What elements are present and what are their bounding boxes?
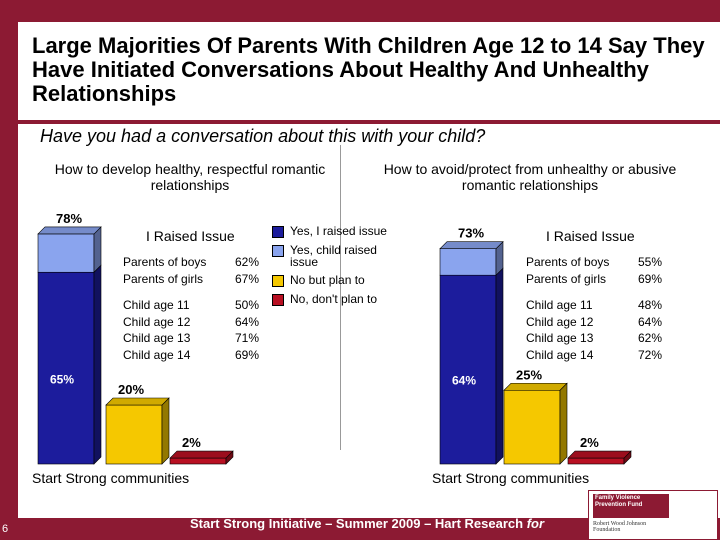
breakdown-value: 64% [235,314,260,329]
breakdown-row: Child age 12 64% [123,314,259,331]
breakdown-row: Child age 13 71% [123,330,259,347]
bar-top [169,450,234,459]
survey-question: Have you had a conversation about this w… [40,126,486,146]
legend-label: Yes, child raised issue [290,243,377,269]
footer-for: for [526,516,545,531]
legend-swatch [272,275,284,287]
sponsor-logo: Family Violence Prevention Fund Robert W… [588,490,718,540]
breakdown-label: Parents of boys [526,255,610,269]
breakdown-row: Child age 11 48% [526,297,662,314]
breakdown-value: 64% [638,314,663,329]
breakdown-value: 72% [638,347,663,362]
footer-source: Start Strong Initiative – Summer 2009 – … [190,516,524,531]
breakdown-row: Child age 12 64% [526,314,662,331]
breakdown-row: Child age 11 50% [123,297,259,314]
breakdown-label: Parents of boys [123,255,207,269]
bar-top [503,382,568,391]
bar-side [93,264,102,465]
breakdown-gap [526,287,662,297]
breakdown-label: Child age 13 [123,331,191,345]
breakdown-gap [123,287,259,297]
breakdown-value: 71% [235,331,260,345]
bar-total-label: 78% [56,211,82,226]
breakdown-value: 55% [638,255,663,269]
bar-segment [37,233,95,273]
breakdown-row: Child age 13 62% [526,330,662,347]
breakdown-label: Child age 11 [526,298,593,312]
bar-segment [105,404,163,465]
breakdown-value: 62% [235,255,260,269]
footer-text: Start Strong Initiative – Summer 2009 – … [190,516,544,531]
bar-top [439,241,504,249]
breakdown-row: Parents of girls 69% [526,271,662,288]
logo-bottom-text: Robert Wood Johnson Foundation [593,521,647,533]
breakdown-value: 69% [235,347,260,362]
breakdown-label: Child age 12 [123,314,191,329]
right-community-label: Start Strong communities [432,470,590,486]
bar-segment [37,271,95,465]
breakdown-label: Child age 12 [526,314,594,329]
page-number: 6 [2,523,9,535]
breakdown-value: 62% [638,331,663,345]
legend-swatch [272,245,284,257]
bar-total-label: 20% [118,382,144,397]
right-breakdown: Parents of boys 55% Parents of girls 69% Chi… [526,254,662,363]
title-rule [18,120,720,124]
bar-segment [439,274,497,465]
breakdown-row: Parents of girls 67% [123,271,259,288]
legend-item: No, don't plan to [272,293,392,306]
breakdown-label: Parents of girls [526,271,607,286]
legend-swatch [272,294,284,306]
logo-top-text: Family Violence Prevention Fund [593,494,669,518]
right-raised-title: I Raised Issue [546,228,635,244]
breakdown-row: Child age 14 69% [123,347,259,364]
left-raised-title: I Raised Issue [146,228,235,244]
left-breakdown: Parents of boys 62% Parents of girls 67% Chi… [123,254,259,363]
footer-bar [0,518,720,540]
legend-label: No, don't plan to [290,292,378,306]
bar-segment-label: 65% [50,372,74,386]
legend-item: Yes, child raised issue [272,244,392,268]
breakdown-label: Child age 14 [526,347,594,362]
left-community-label: Start Strong communities [32,470,190,486]
breakdown-value: 69% [638,271,663,286]
breakdown-label: Child age 13 [526,331,594,345]
bar-side [161,397,170,465]
legend-label: No but plan to [290,273,365,287]
breakdown-label: Parents of girls [123,271,204,286]
bar-total-label: 2% [580,435,599,450]
bar-top [567,450,632,459]
bar-side [93,226,102,273]
breakdown-value: 48% [638,298,663,312]
legend-swatch [272,226,284,238]
breakdown-row: Parents of boys 62% [123,254,259,271]
bar-segment [503,389,561,465]
bar-top [105,397,170,406]
bar-top [37,226,102,235]
breakdown-row: Parents of boys 55% [526,254,662,271]
breakdown-value: 50% [235,298,260,312]
right-panel-heading: How to avoid/protect from unhealthy or a… [383,161,677,193]
bar-side [495,267,504,465]
bar-side [559,382,568,465]
left-panel-heading: How to develop healthy, respectful roman… [54,161,326,193]
bar-total-label: 73% [458,226,484,241]
breakdown-label: Child age 11 [123,298,190,312]
breakdown-row: Child age 14 72% [526,347,662,364]
legend-item: Yes, I raised issue [272,225,392,238]
panel-divider [340,145,341,450]
bar-total-label: 25% [516,367,542,382]
slide-title: Large Majorities Of Parents With Childre… [32,33,705,106]
bar-total-label: 2% [182,435,201,450]
bar-segment [169,457,227,465]
bar-segment [567,457,625,465]
bar-segment-label: 64% [452,374,476,388]
bar-segment [439,248,497,276]
legend-item: No but plan to [272,274,392,287]
breakdown-label: Child age 14 [123,347,191,362]
legend: Yes, I raised issue Yes, child raised iss… [272,225,392,312]
legend-label: Yes, I raised issue [290,224,387,238]
breakdown-value: 67% [235,271,260,286]
